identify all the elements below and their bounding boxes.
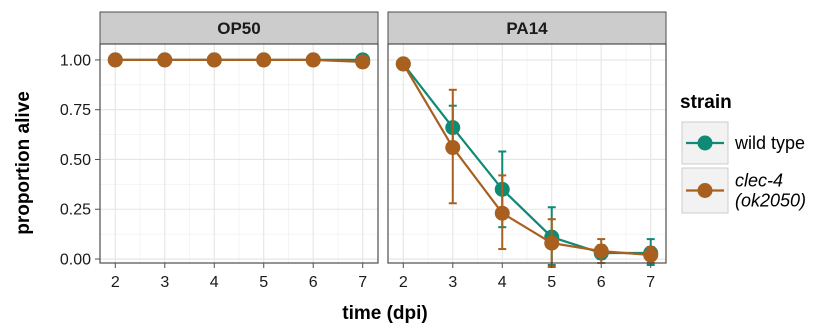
data-point (494, 205, 510, 221)
facet-strip (99, 11, 379, 45)
x-tick-label: 5 (547, 274, 556, 291)
data-point (643, 247, 659, 263)
x-tick-label: 2 (399, 274, 408, 291)
legend-label: wild type (734, 133, 805, 153)
facet-strip-label: OP50 (217, 19, 260, 38)
legend-label: clec-4 (735, 171, 783, 191)
data-point (256, 52, 272, 68)
x-axis-title: time (dpi) (342, 303, 428, 324)
data-point (355, 54, 371, 70)
facet-strip-label: PA14 (506, 19, 548, 38)
data-point (395, 56, 411, 72)
legend-title: strain (680, 92, 732, 113)
x-tick-label: 2 (111, 274, 120, 291)
series-line (402, 63, 651, 255)
data-point (157, 52, 173, 68)
y-tick-label: 0.75 (60, 102, 91, 119)
data-point (107, 52, 123, 68)
data-point (305, 52, 321, 68)
data-point (593, 243, 609, 259)
y-axis-title: proportion alive (13, 91, 34, 235)
legend-item-wild-type: wild type (681, 121, 805, 165)
x-tick-label: 5 (259, 274, 268, 291)
series-clec-4 (107, 52, 371, 70)
y-tick-label: 0.00 (60, 252, 91, 269)
facet-strip (387, 11, 667, 45)
legend-label: (ok2050) (735, 191, 806, 211)
legend-item-clec-4: clec-4(ok2050) (681, 167, 806, 214)
x-tick-label: 7 (358, 274, 367, 291)
x-tick-label: 6 (597, 274, 606, 291)
series-line (115, 58, 363, 63)
data-point (544, 235, 560, 251)
x-tick-label: 4 (210, 274, 219, 291)
x-tick-label: 4 (498, 274, 507, 291)
legend-key-point (697, 183, 713, 198)
legend-key-point (697, 135, 713, 151)
panel-border (387, 43, 667, 264)
x-tick-label: 6 (309, 274, 318, 291)
panel-pa14: PA14 2 3 4 5 6 7 (387, 11, 667, 291)
x-tick-label: 3 (160, 274, 169, 291)
series-line (402, 63, 651, 257)
x-tick-label: 7 (646, 274, 655, 291)
data-point (206, 52, 222, 68)
y-tick-label: 0.25 (60, 202, 91, 219)
x-tick-label: 3 (448, 274, 457, 291)
data-point (445, 140, 461, 156)
y-tick-label: 1.00 (60, 52, 91, 69)
y-tick-label: 0.50 (60, 152, 91, 169)
panel-op50: OP50 2 3 4 5 6 7 0.00 0.25 0.50 0.75 1.00 (60, 11, 379, 291)
legend: wild type clec-4(ok2050) (681, 121, 806, 214)
facet-panels: OP50 2 3 4 5 6 7 0.00 0.25 0.50 0.75 1.00 PA14 2 3 4 5 6 7 (60, 11, 667, 291)
series-clec-4 (395, 56, 659, 268)
panel-border (99, 43, 379, 264)
